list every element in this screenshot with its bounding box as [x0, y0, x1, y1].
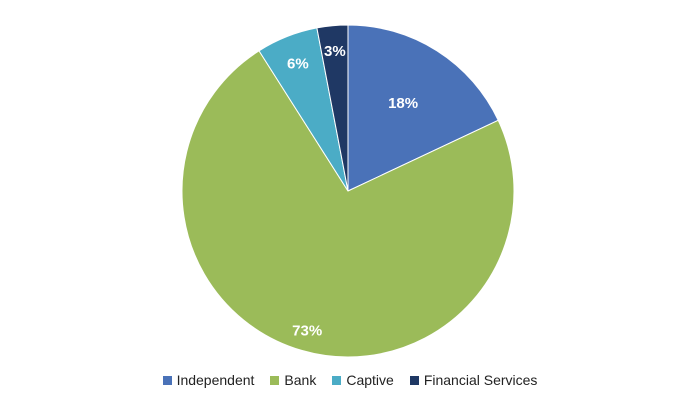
legend-label-bank: Bank — [284, 372, 317, 388]
legend-item-captive: Captive — [332, 372, 394, 388]
legend-item-bank: Bank — [270, 372, 316, 388]
legend: Independent Bank Captive Financial Services — [0, 372, 700, 388]
data-label-independent: 18% — [388, 95, 418, 112]
legend-label-independent: Independent — [176, 372, 255, 388]
slice-financial-services — [316, 24, 349, 192]
slice-independent — [347, 24, 499, 192]
legend-swatch-bank — [270, 375, 280, 385]
legend-label-financial-services: Financial Services — [423, 372, 538, 388]
data-label-financial-services: 3% — [324, 43, 346, 60]
data-label-captive: 6% — [287, 55, 309, 72]
legend-swatch-independent — [162, 375, 172, 385]
slice-bank — [181, 50, 515, 358]
legend-item-financial-services: Financial Services — [409, 372, 538, 388]
legend-label-captive: Captive — [346, 372, 394, 388]
legend-item-independent: Independent — [162, 372, 255, 388]
legend-swatch-captive — [332, 375, 342, 385]
data-label-bank: 73% — [292, 322, 322, 339]
legend-swatch-financial-services — [409, 375, 419, 385]
